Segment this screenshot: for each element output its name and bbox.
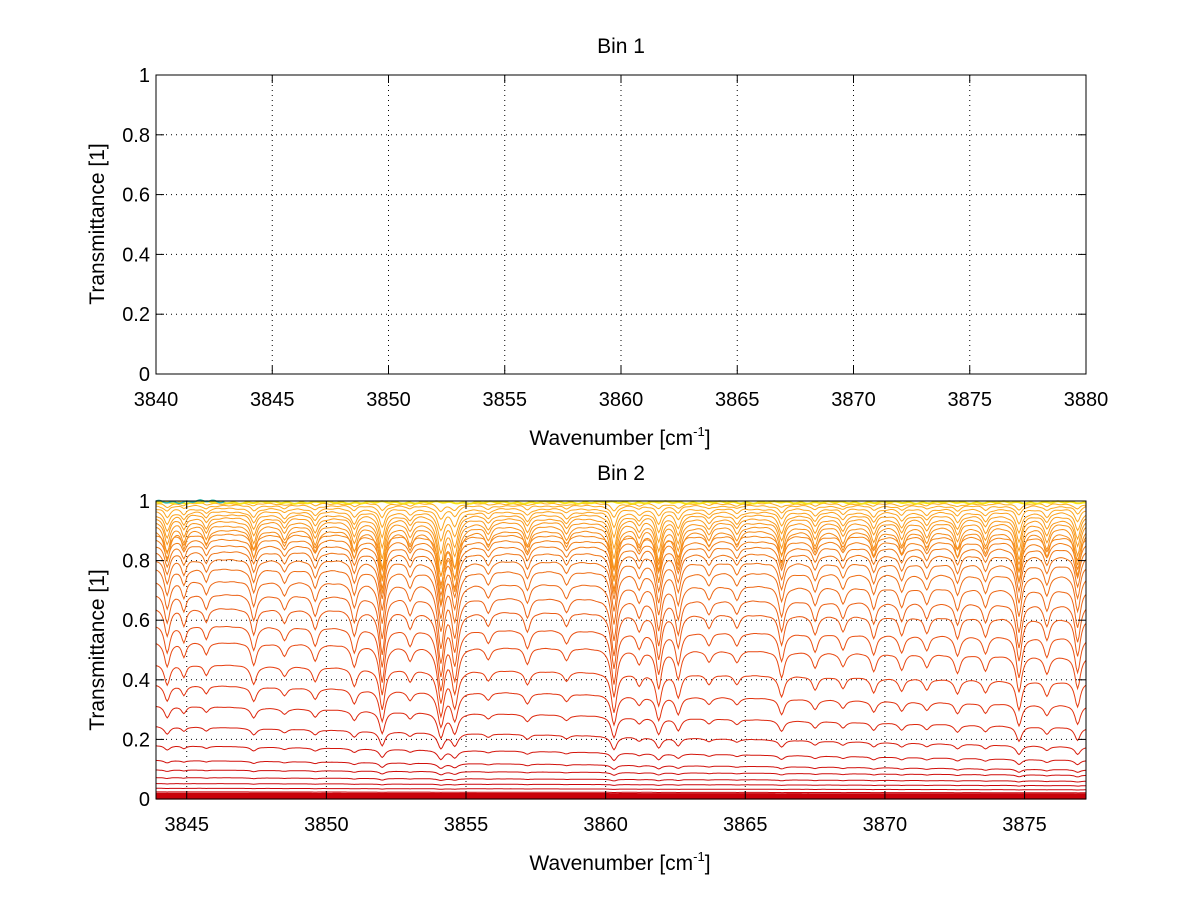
- spectrum-line: [155, 777, 1086, 783]
- ticks-bin-1: 3840 3845 3850 3855 3860 3865 3870 3875 3880 0 0.2…: [122, 65, 1108, 411]
- spectrum-line: [155, 517, 1087, 567]
- spectrum-line: [156, 794, 1086, 799]
- x-tick-label: 3840: [134, 389, 179, 411]
- x-axis-label-superscript-bin-1: -1: [693, 424, 705, 439]
- x-tick-label: 3870: [863, 814, 908, 836]
- x-tick-label: 3875: [1002, 814, 1047, 836]
- axes-bin-1: Bin 1 3840 3845 3850 3855 3860 3865 3870 3875 38…: [86, 35, 1108, 450]
- plot-frame-bin-2: [155, 500, 1087, 800]
- spectrum-line: [155, 664, 1087, 719]
- spectrum-line: [155, 705, 1087, 743]
- y-tick-label: 1: [139, 65, 150, 87]
- spectrum-line: [155, 568, 1087, 632]
- spectrum-line: [155, 514, 1087, 556]
- spectrum-line: [155, 685, 1087, 729]
- x-tick-label: 3845: [164, 814, 209, 836]
- series-bin-2: [155, 499, 1087, 800]
- spectrum-line: [155, 642, 1087, 704]
- ticks-bin-2: 3845 3850 3855 3860 3865 3870 3875 0 0.2 0.4 0.6 0.…: [122, 491, 1086, 836]
- y-tick-label: 0.4: [122, 244, 150, 266]
- spectrum-line: [156, 769, 1087, 778]
- x-axis-label-text-bin-1: Wavenumber [cm: [529, 427, 693, 450]
- spectrum-line: [156, 792, 1086, 797]
- x-tick-label: 3850: [304, 814, 349, 836]
- y-tick-label: 0.2: [122, 304, 150, 326]
- spectrum-line: [155, 726, 1087, 756]
- spectrum-line: [155, 581, 1087, 650]
- y-tick-label: 0.6: [122, 185, 150, 207]
- x-axis-label-text-bin-2: Wavenumber [cm: [529, 852, 693, 875]
- y-axis-label-bin-2: Transmittance [1]: [86, 569, 109, 730]
- y-tick-label: 1: [139, 491, 150, 513]
- spectrum-line-accent: [155, 499, 225, 505]
- spectrum-line: [156, 791, 1087, 794]
- y-axis-label-bin-1: Transmittance [1]: [86, 143, 109, 304]
- x-axis-label-superscript-bin-2: -1: [693, 849, 705, 864]
- y-tick-label: 0.8: [122, 125, 150, 147]
- y-tick-label: 0.8: [122, 551, 150, 573]
- spectrum-line: [155, 504, 1087, 520]
- spectrum-line: [155, 551, 1087, 608]
- y-tick-label: 0: [139, 789, 150, 811]
- spectrum-line: [155, 745, 1087, 766]
- spectrum-line: [155, 558, 1087, 619]
- y-tick-label: 0.4: [122, 670, 150, 692]
- spectrum-line: [155, 545, 1087, 598]
- spectrum-line-top: [155, 500, 1087, 505]
- x-axis-label-close-bin-2: ]: [705, 852, 711, 875]
- x-tick-label: 3865: [715, 389, 760, 411]
- spectrum-line: [155, 529, 1087, 604]
- x-tick-label: 3880: [1064, 389, 1109, 411]
- x-axis-label-bin-1: Wavenumber [cm-1]: [529, 424, 710, 450]
- x-tick-label: 3875: [948, 389, 993, 411]
- x-tick-label: 3865: [723, 814, 768, 836]
- x-axis-label-close-bin-1: ]: [705, 427, 711, 450]
- spectrum-line: [155, 594, 1087, 664]
- chart-title-bin-2: Bin 2: [597, 462, 645, 485]
- spectrum-line: [155, 520, 1087, 577]
- spectrum-line: [155, 783, 1086, 787]
- x-tick-label: 3860: [583, 814, 628, 836]
- spectrum-line: [155, 538, 1087, 587]
- axes-bin-2: Bin 2 3845 3850 3855 3860 3865 3870 3875 0 0.2 0.…: [86, 462, 1087, 875]
- x-tick-label: 3855: [483, 389, 528, 411]
- y-tick-label: 0.2: [122, 729, 150, 751]
- spectrum-line: [155, 525, 1087, 590]
- x-axis-label-bin-2: Wavenumber [cm-1]: [529, 849, 710, 875]
- x-tick-label: 3850: [366, 389, 411, 411]
- spectrum-line: [155, 626, 1087, 692]
- x-tick-label: 3870: [831, 389, 876, 411]
- spectrum-line: [155, 608, 1087, 678]
- x-tick-label: 3860: [599, 389, 644, 411]
- y-tick-label: 0: [139, 364, 150, 386]
- y-tick-label: 0.6: [122, 610, 150, 632]
- spectrum-line: [155, 759, 1087, 773]
- x-tick-label: 3855: [444, 814, 489, 836]
- spectrum-line: [155, 507, 1087, 532]
- spectrum-line: [155, 511, 1087, 543]
- chart-title-bin-1: Bin 1: [597, 35, 645, 58]
- spectrum-line: [156, 787, 1086, 791]
- x-tick-label: 3845: [250, 389, 295, 411]
